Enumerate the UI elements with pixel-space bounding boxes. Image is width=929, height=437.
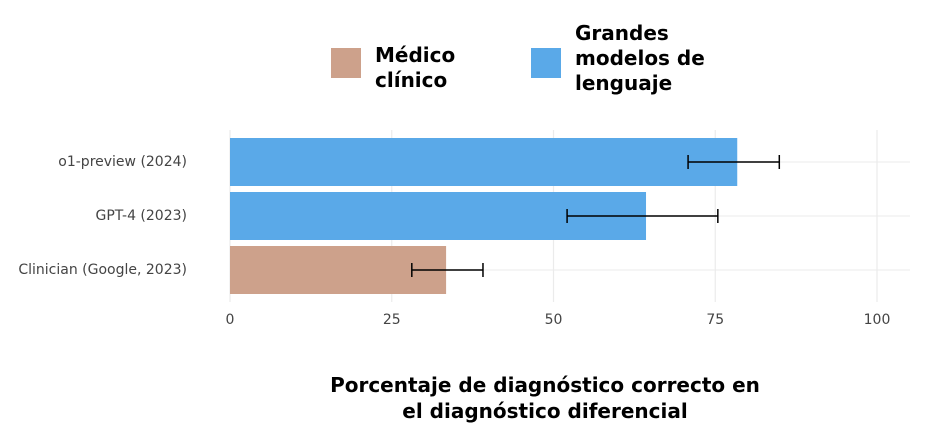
- bar: [230, 138, 738, 186]
- y-tick-label: Clinician (Google, 2023): [18, 262, 187, 278]
- bar: [230, 246, 447, 294]
- legend-label: Médico clínico: [375, 43, 456, 92]
- legend-label: Grandes modelos de lenguaje: [575, 21, 705, 95]
- x-tick-label: 0: [226, 312, 235, 328]
- y-tick-label: GPT-4 (2023): [95, 208, 187, 224]
- x-tick-label: 50: [545, 312, 563, 328]
- legend-swatch: [331, 48, 361, 78]
- y-tick-label: o1-preview (2024): [58, 154, 187, 170]
- legend-swatch: [531, 48, 561, 78]
- x-tick-label: 100: [864, 312, 891, 328]
- x-tick-label: 25: [383, 312, 401, 328]
- x-tick-label: 75: [706, 312, 724, 328]
- x-axis-title: Porcentaje de diagnóstico correcto en el…: [330, 373, 760, 423]
